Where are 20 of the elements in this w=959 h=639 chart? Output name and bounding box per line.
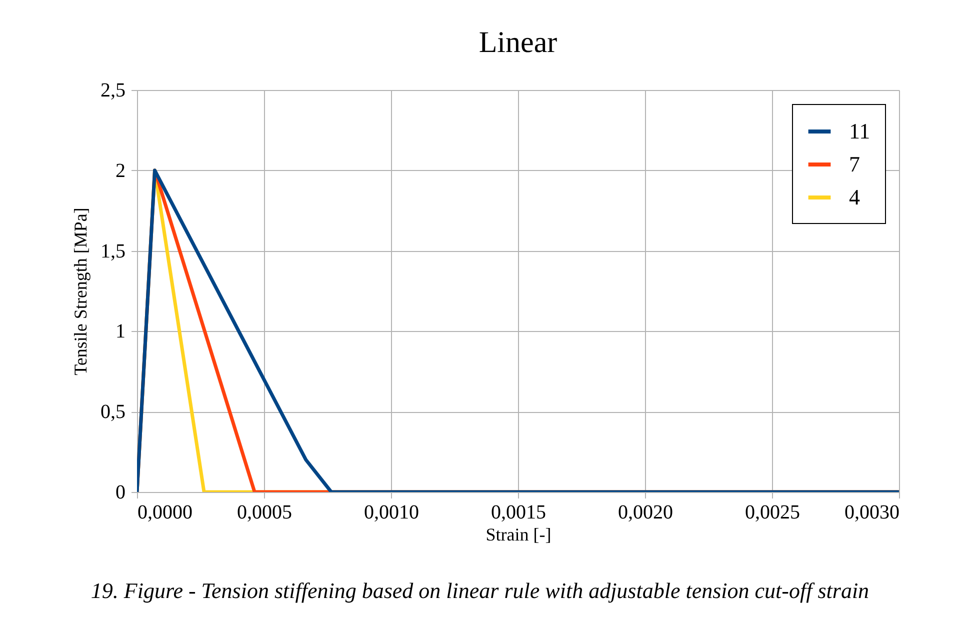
- y-tick-label: 1,5: [100, 240, 126, 262]
- legend-label: 7: [849, 152, 860, 176]
- y-tick-label: 2: [116, 160, 126, 182]
- legend-label: 11: [849, 118, 870, 144]
- x-tick-label: 0,0025: [745, 502, 800, 524]
- x-axis-title: Strain [-]: [486, 524, 552, 544]
- x-tick-label: 0,0000: [138, 502, 192, 524]
- text: 19. Figure - Tension stiffening based on linear rule with adjustable tension cut-off strain: [90, 578, 870, 604]
- legend-label: 4: [849, 184, 860, 210]
- y-tick-label: 0,5: [100, 401, 126, 424]
- x-tick-label: 0,0020: [618, 502, 673, 524]
- y-tick-label: 2,5: [100, 80, 126, 102]
- x-tick-label: 0,0010: [364, 502, 419, 524]
- y-tick-label: 1: [116, 320, 126, 343]
- y-axis-title: Tensile Strength [MPa]: [70, 208, 90, 376]
- chart-title: Linear: [478, 26, 558, 59]
- y-tick-label: 0: [116, 482, 126, 504]
- x-tick-label: 0,0005: [237, 502, 292, 524]
- x-tick-label: 0,0030: [844, 502, 900, 524]
- x-tick-label: 0,0015: [491, 502, 546, 524]
